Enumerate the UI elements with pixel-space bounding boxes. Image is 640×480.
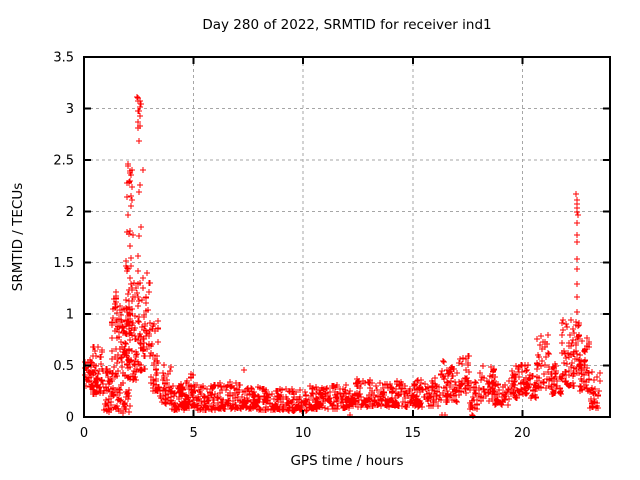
axis-ticks (83, 56, 610, 418)
y-tick-label: 1.5 (53, 256, 74, 271)
y-tick-label: 2.5 (53, 153, 74, 168)
y-tick-label: 0 (66, 411, 74, 426)
x-tick-label: 15 (404, 426, 421, 441)
y-tick-label: 1 (66, 308, 74, 323)
x-tick-label: 5 (189, 426, 197, 441)
x-tick-label: 10 (295, 426, 312, 441)
x-tick-label: 20 (514, 426, 531, 441)
y-tick-label: 0.5 (53, 359, 74, 374)
x-axis-label: GPS time / hours (290, 453, 403, 469)
y-tick-label: 2 (66, 205, 74, 220)
plot-border (83, 56, 611, 418)
y-tick-labels: 0 0.5 1 1.5 2 2.5 3 3.5 (53, 51, 74, 426)
y-tick-label: 3 (66, 102, 74, 117)
chart-title: Day 280 of 2022, SRMTID for receiver ind… (202, 17, 491, 33)
x-tick-label: 0 (80, 426, 88, 441)
y-axis-label: SRMTID / TECUs (10, 183, 26, 291)
x-tick-labels: 0 5 10 15 20 (80, 426, 531, 441)
data-points (82, 94, 603, 419)
y-tick-label: 3.5 (53, 51, 74, 66)
grid-lines (84, 57, 610, 417)
